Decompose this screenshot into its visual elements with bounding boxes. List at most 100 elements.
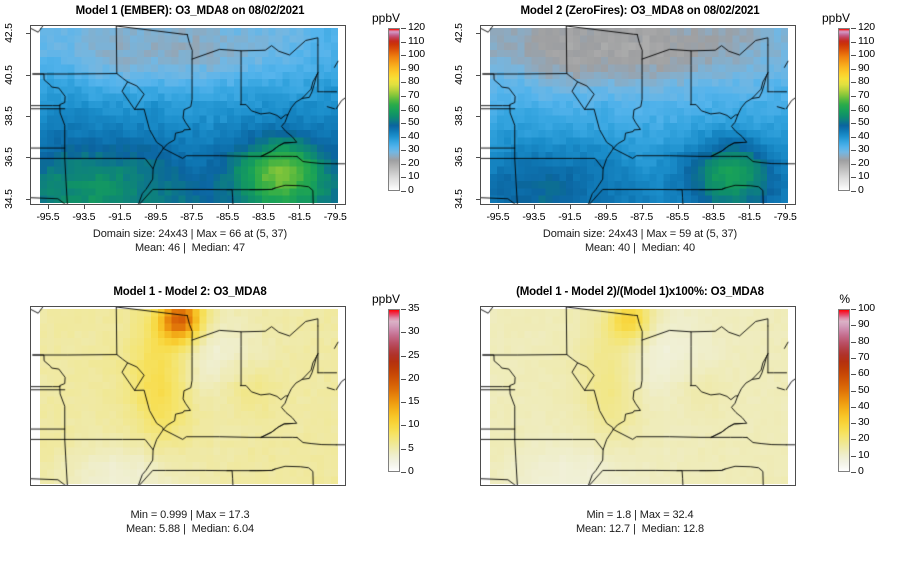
colorbar-tick-label: 30 (408, 325, 420, 338)
colorbar: ppbV 0 10 20 30 40 50 60 70 80 90 100 110 120 (450, 0, 900, 280)
x-axis-label: -95.5 (486, 211, 510, 223)
x-axis-label: -87.5 (630, 211, 654, 223)
colorbar-tick (401, 42, 406, 43)
colorbar-tick-label: 10 (858, 170, 870, 183)
panel-title: (Model 1 - Model 2)/(Model 1)x100%: O3_M… (516, 286, 764, 298)
colorbar-tick (401, 150, 406, 151)
panel-statistics-caption: Domain size: 24x43 | Max = 59 at (5, 37)… (450, 228, 830, 255)
colorbar: ppbV 0 10 20 30 40 50 60 70 80 90 100 110 120 (0, 0, 450, 280)
caption-line-2: Mean: 46 | Median: 47 (134, 241, 246, 254)
panel-title: Model 1 (EMBER): O3_MDA8 on 08/02/2021 (75, 5, 305, 17)
colorbar-tick (401, 28, 406, 29)
x-axis-tick (569, 205, 571, 209)
panel-statistics-caption: Min = 1.8 | Max = 32.4 Mean: 12.7 | Media… (450, 509, 830, 536)
colorbar-tick (401, 55, 406, 56)
y-axis-tick (476, 116, 480, 118)
x-axis-tick (119, 205, 121, 209)
colorbar-tick-label: 100 (408, 48, 425, 61)
colorbar-tick (851, 137, 856, 138)
caption-line-2: Mean: 12.7 | Median: 12.8 (575, 522, 705, 535)
colorbar-gradient (388, 28, 400, 191)
colorbar-tick-label: 5 (408, 441, 414, 454)
colorbar-tick (401, 472, 406, 473)
x-axis-tick (47, 205, 49, 209)
x-axis-label: -85.5 (216, 211, 239, 223)
colorbar-tick (851, 439, 856, 440)
colorbar-tick (851, 456, 856, 457)
colorbar-tick-label: 80 (858, 75, 870, 88)
colorbar-tick (851, 423, 856, 424)
y-axis-tick (476, 198, 480, 200)
colorbar-tick-label: 90 (858, 61, 870, 74)
colorbar-tick (851, 358, 856, 359)
colorbar-tick (401, 379, 406, 380)
panel-title: Model 1 - Model 2: O3_MDA8 (113, 286, 267, 298)
x-axis-tick (335, 205, 337, 209)
colorbar-tick (401, 164, 406, 165)
colorbar-tick (851, 96, 856, 97)
x-axis-tick (83, 205, 85, 209)
colorbar-tick (401, 96, 406, 97)
x-axis-label: -79.5 (773, 211, 797, 223)
colorbar-gradient (838, 28, 850, 191)
x-axis-label: -91.5 (108, 211, 132, 223)
panel-title: Model 2 (ZeroFires): O3_MDA8 on 08/02/20… (520, 5, 760, 17)
y-axis-tick (26, 74, 30, 76)
colorbar-tick (401, 177, 406, 178)
y-axis-tick (476, 74, 480, 76)
colorbar-tick-label: 10 (408, 418, 420, 431)
panel-bottom-right: (Model 1 - Model 2)/(Model 1)x100%: O3_M… (450, 281, 900, 561)
colorbar-gradient (838, 309, 850, 472)
colorbar-tick-label: 100 (858, 48, 875, 61)
colorbar-tick-label: 120 (408, 21, 425, 33)
colorbar-tick (401, 356, 406, 357)
panel-statistics-caption: Min = 0.999 | Max = 17.3 Mean: 5.88 | Med… (0, 509, 380, 536)
x-axis-label: -91.5 (558, 211, 582, 223)
x-axis-tick (749, 205, 751, 209)
colorbar-tick-label: 60 (408, 102, 420, 115)
x-axis-label: -85.5 (666, 211, 689, 223)
x-axis-tick (191, 205, 193, 209)
x-axis-tick (227, 205, 229, 209)
colorbar-gradient (388, 309, 400, 472)
colorbar-tick (851, 472, 856, 473)
colorbar-tick-label: 20 (858, 432, 870, 445)
x-axis-label: -89.5 (594, 211, 618, 223)
x-axis-label: -81.5 (737, 211, 761, 223)
x-axis-tick (155, 205, 157, 209)
colorbar-tick-label: 120 (858, 21, 875, 33)
x-axis-label: -83.5 (251, 211, 275, 223)
colorbar-tick-label: 10 (858, 448, 870, 461)
colorbar-tick (851, 191, 856, 192)
y-axis-tick (476, 33, 480, 35)
colorbar-tick (401, 402, 406, 403)
colorbar-tick (851, 309, 856, 310)
colorbar-tick-label: 40 (858, 129, 870, 142)
colorbar-tick-label: 50 (408, 116, 420, 129)
colorbar-tick (851, 407, 856, 408)
colorbar-tick (851, 28, 856, 29)
colorbar-tick (851, 342, 856, 343)
colorbar-tick (851, 177, 856, 178)
colorbar-tick-label: 40 (858, 399, 870, 412)
colorbar-tick-label: 30 (858, 143, 870, 156)
x-axis-label: -93.5 (72, 211, 96, 223)
colorbar-tick (851, 55, 856, 56)
colorbar-tick (851, 82, 856, 83)
x-axis-label: -81.5 (287, 211, 311, 223)
caption-line-1: Domain size: 24x43 | Max = 66 at (5, 37) (92, 228, 288, 240)
colorbar-tick-label: 90 (858, 318, 870, 331)
colorbar-tick (851, 110, 856, 111)
caption-line-2: Mean: 40 | Median: 40 (584, 241, 696, 254)
colorbar-tick (401, 191, 406, 192)
x-axis-label: -89.5 (144, 211, 168, 223)
colorbar-tick-label: 30 (858, 416, 870, 429)
colorbar-tick-label: 15 (408, 395, 420, 408)
x-axis-tick (641, 205, 643, 209)
colorbar-tick-label: 50 (858, 116, 870, 129)
x-axis-label: -93.5 (522, 211, 546, 223)
colorbar-tick (401, 425, 406, 426)
colorbar-tick (401, 137, 406, 138)
x-axis-label: -83.5 (701, 211, 725, 223)
caption-line-1: Min = 0.999 | Max = 17.3 (130, 509, 250, 521)
